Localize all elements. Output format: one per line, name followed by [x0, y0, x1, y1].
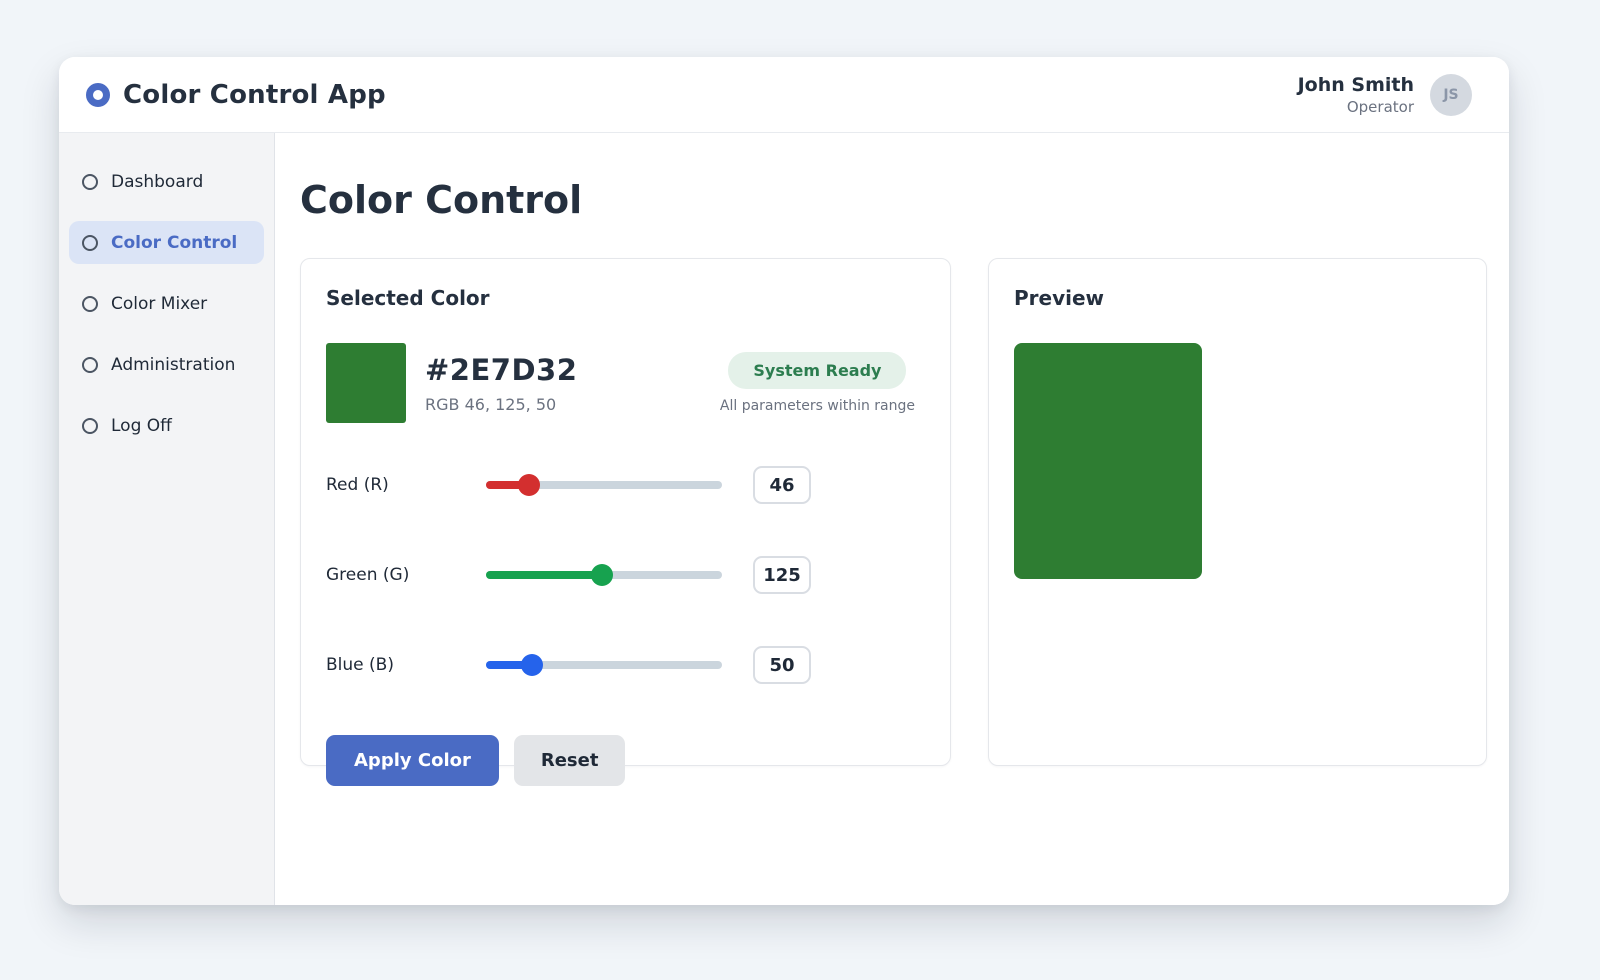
color-hex-block: #2E7D32 RGB 46, 125, 50 [425, 353, 577, 414]
preview-card: Preview [988, 258, 1487, 766]
color-hex-value: #2E7D32 [425, 352, 578, 387]
user-name: John Smith [1297, 73, 1414, 96]
app-logo-icon [86, 82, 110, 107]
reset-button[interactable]: Reset [513, 735, 626, 786]
button-row: Apply Color Reset [326, 735, 925, 786]
green-value-box[interactable]: 125 [753, 556, 811, 594]
sliders: Red (R) 46 Green (G) 125 Blue (B) 50 [326, 465, 925, 685]
color-rgb-value: RGB 46, 125, 50 [425, 394, 557, 414]
apply-color-button[interactable]: Apply Color [326, 735, 499, 786]
status-badge: System Ready [728, 352, 907, 389]
green-slider-label: Green (G) [326, 565, 410, 585]
slider-row-red: Red (R) 46 [326, 465, 925, 505]
preview-card-title: Preview [1014, 286, 1105, 310]
sidebar-item-label: Color Mixer [111, 293, 208, 314]
color-summary-row: #2E7D32 RGB 46, 125, 50 System Ready All… [326, 343, 925, 423]
sidebar-item-label: Administration [111, 354, 236, 375]
blue-slider-fill [486, 661, 533, 669]
blue-slider-track[interactable] [486, 661, 722, 669]
red-slider-label: Red (R) [326, 475, 389, 495]
user-info: John Smith Operator [1298, 74, 1414, 116]
red-slider-fill [486, 481, 529, 489]
circle-icon [82, 173, 98, 190]
sidebar-item-label: Dashboard [111, 171, 204, 192]
status-note: All parameters within range [719, 398, 915, 414]
red-slider-track[interactable] [486, 481, 722, 489]
green-slider[interactable] [486, 563, 722, 587]
red-slider[interactable] [486, 473, 722, 497]
user-role: Operator [1346, 97, 1414, 116]
selected-color-card-title: Selected Color [326, 286, 490, 310]
sidebar-item-color-mixer[interactable]: Color Mixer [69, 282, 264, 325]
sidebar-nav: Dashboard Color Control Color Mixer Adminis… [59, 133, 275, 905]
sidebar-item-log-off[interactable]: Log Off [69, 404, 264, 447]
color-swatch [326, 343, 406, 423]
circle-icon [82, 417, 98, 434]
red-slider-thumb[interactable] [517, 474, 540, 496]
blue-slider-label: Blue (B) [326, 655, 394, 675]
page-title: Color Control [300, 178, 583, 222]
circle-icon [82, 356, 98, 373]
blue-slider-thumb[interactable] [521, 654, 544, 676]
sidebar-item-dashboard[interactable]: Dashboard [69, 160, 264, 203]
app-body: Dashboard Color Control Color Mixer Adminis… [59, 133, 1509, 905]
preview-color-box [1014, 343, 1202, 579]
main-content: Color Control Selected Color #2E7D32 RGB… [275, 133, 1509, 905]
sidebar-item-label: Color Control [111, 232, 238, 253]
slider-row-green: Green (G) 125 [326, 555, 925, 595]
green-slider-fill [486, 571, 602, 579]
circle-icon [82, 234, 98, 251]
green-slider-thumb[interactable] [590, 564, 613, 586]
app-window: Color Control App John Smith Operator JS… [59, 57, 1509, 905]
avatar[interactable]: JS [1430, 73, 1472, 116]
selected-color-card: Selected Color #2E7D32 RGB 46, 125, 50 S… [300, 258, 951, 786]
app-header: Color Control App John Smith Operator JS [59, 57, 1509, 133]
red-value-box[interactable]: 46 [753, 466, 811, 504]
sidebar-item-label: Log Off [111, 415, 172, 436]
sidebar-item-color-control[interactable]: Color Control [69, 221, 264, 264]
status-block: System Ready All parameters within range [720, 352, 915, 414]
blue-slider[interactable] [486, 653, 722, 677]
blue-value-box[interactable]: 50 [753, 646, 811, 684]
app-title: Color Control App [123, 79, 386, 110]
cards-row: Selected Color #2E7D32 RGB 46, 125, 50 S… [300, 258, 1487, 786]
sidebar-item-administration[interactable]: Administration [69, 343, 264, 386]
slider-row-blue: Blue (B) 50 [326, 645, 925, 685]
circle-icon [82, 295, 98, 312]
